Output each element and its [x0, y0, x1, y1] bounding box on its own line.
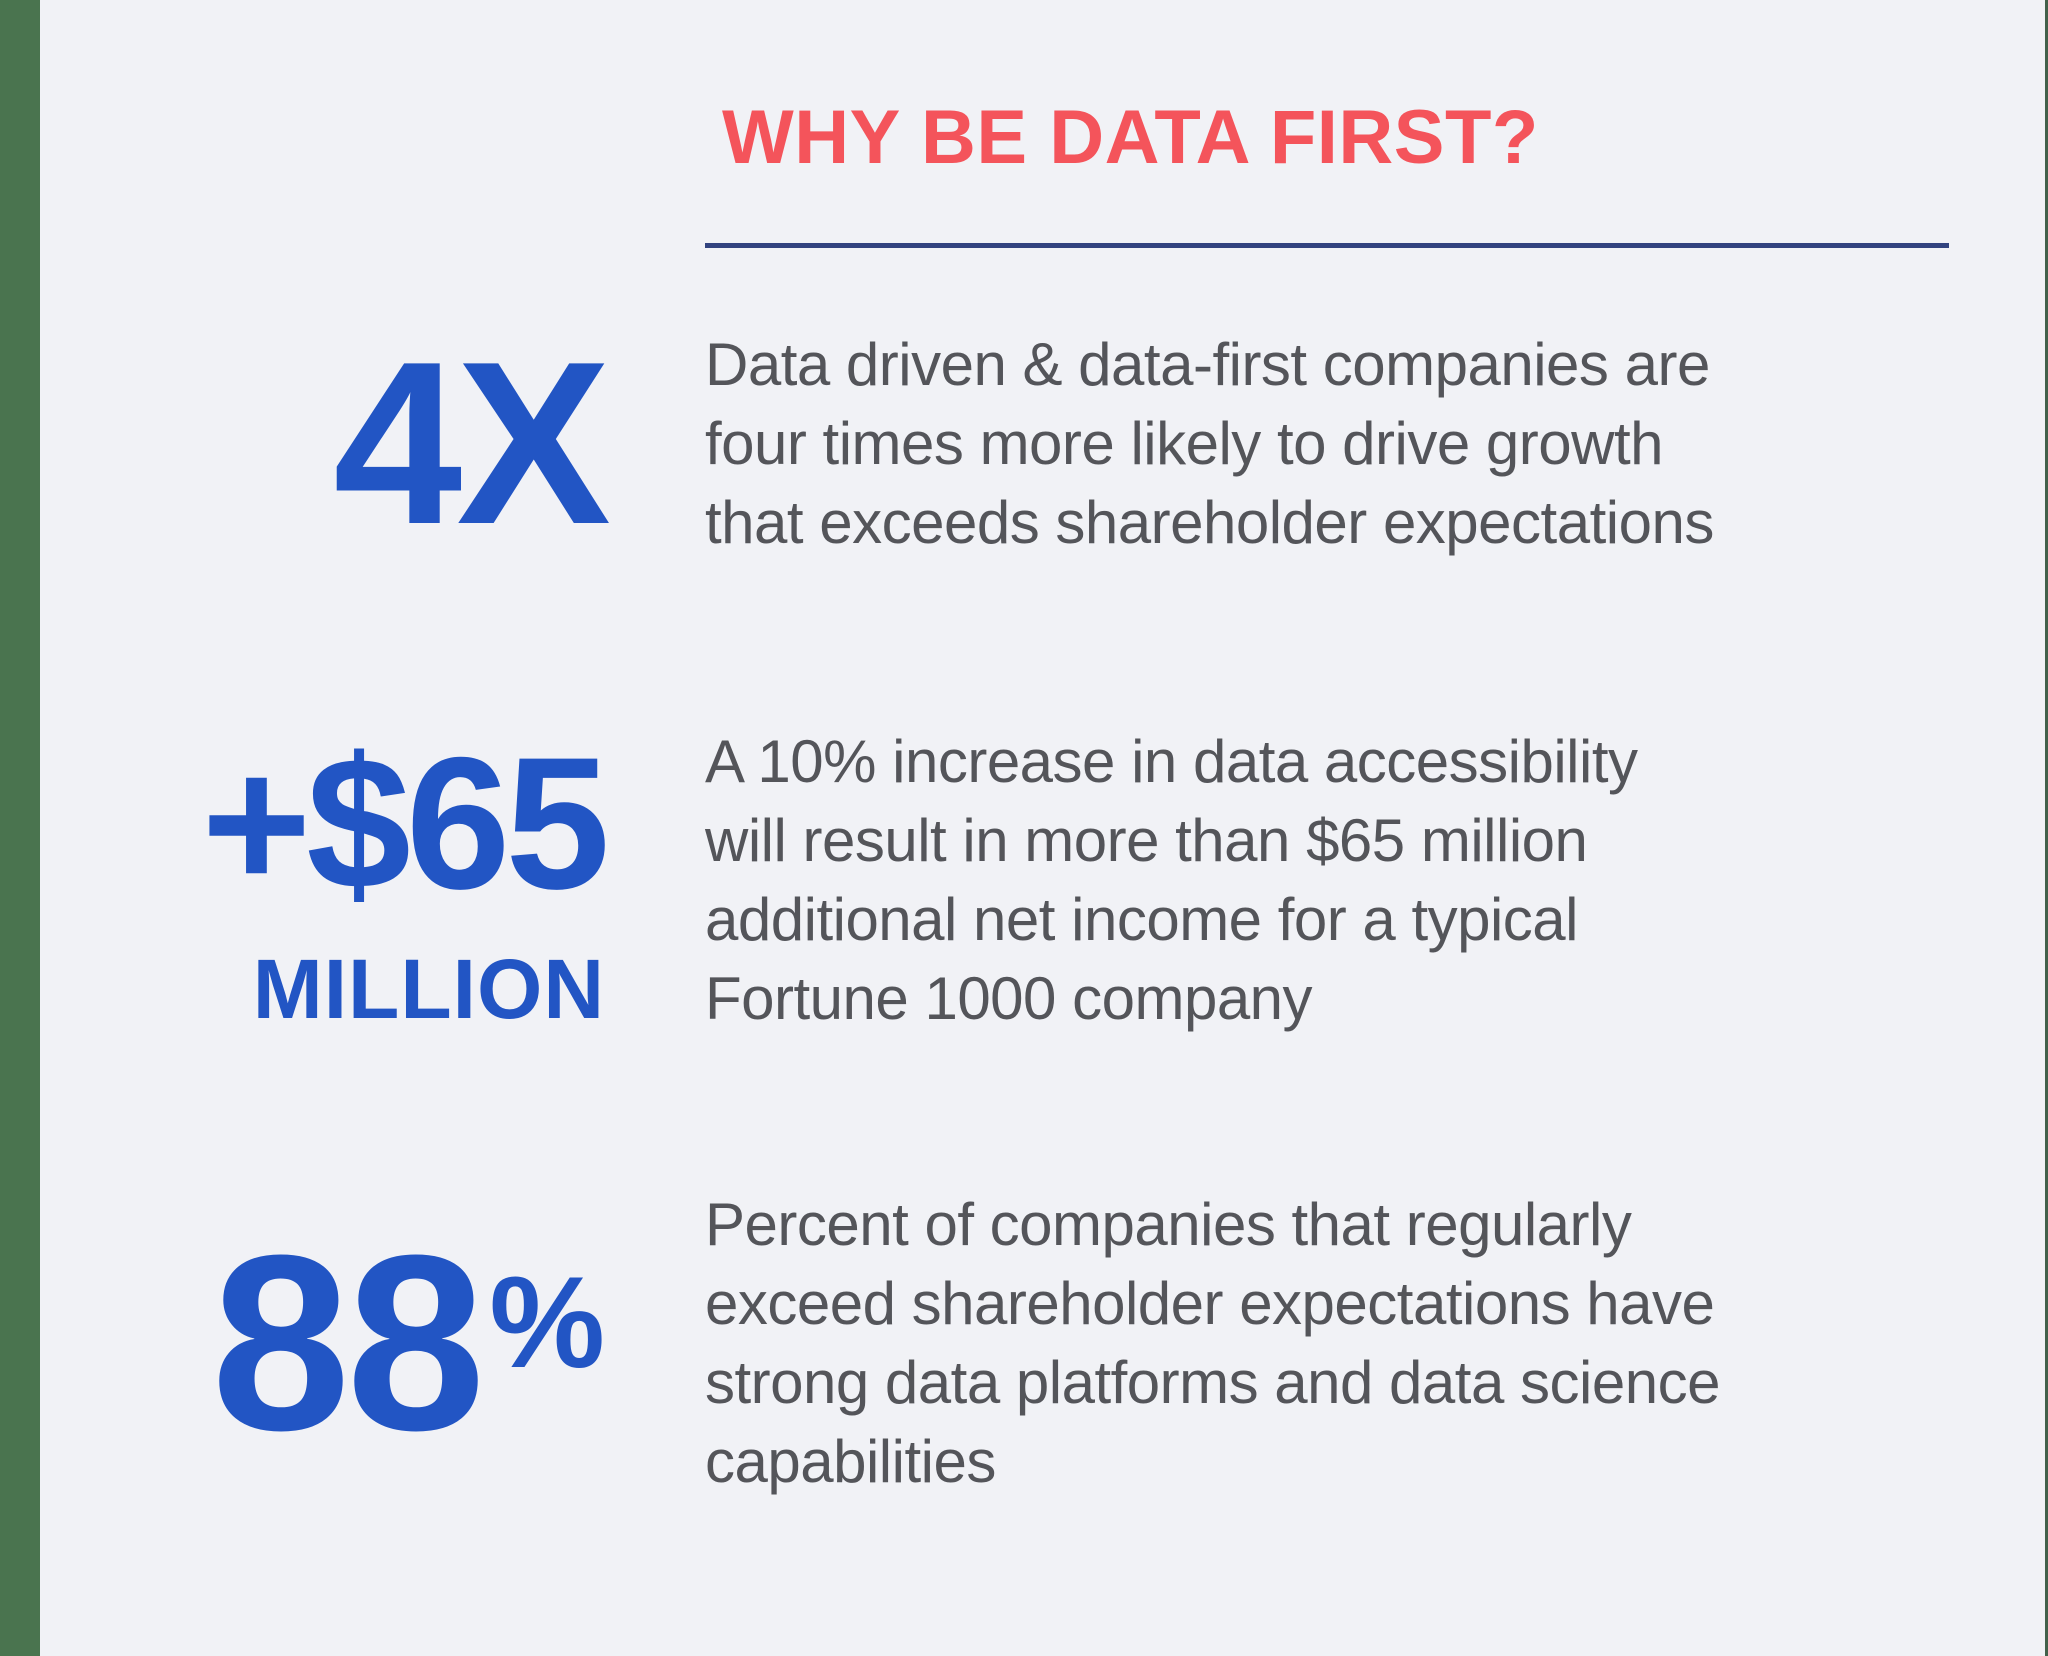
stat-column-88-percent: 88% [40, 1218, 605, 1468]
stat-description-line: A 10% increase in data accessibility [705, 728, 1638, 795]
stat-description-line: Fortune 1000 company [705, 965, 1313, 1032]
page-title: WHY BE DATA FIRST? [722, 95, 1539, 180]
right-accent-border [2045, 0, 2048, 1656]
stat-column-4x: 4X [40, 313, 611, 573]
stat-description-88-percent: Percent of companies that regularly exce… [705, 1185, 1720, 1501]
stat-description-line: additional net income for a typical [705, 886, 1579, 953]
stat-value-4x: 4X [333, 313, 611, 573]
stat-description-line: Data driven & data-first companies are [705, 331, 1710, 398]
stat-value-65-million: +$65 [201, 718, 610, 928]
stat-row-4x: 4X Data driven & data-first companies ar… [40, 325, 2008, 562]
stat-value-88-percent: 88% [40, 1218, 605, 1468]
stat-unit-million-label: MILLION [252, 942, 605, 1036]
stat-row-65-million: +$65 MILLION A 10% increase in data acce… [40, 722, 2008, 1038]
left-accent-bar [0, 0, 40, 1656]
stat-description-line: capabilities [705, 1428, 996, 1495]
stat-description-line: Percent of companies that regularly [705, 1191, 1632, 1258]
stat-description-line: strong data platforms and data science [705, 1349, 1720, 1416]
stat-row-88-percent: 88% Percent of companies that regularly … [40, 1185, 2008, 1501]
stat-number-88: 88 [211, 1203, 485, 1482]
title-divider [705, 243, 1949, 248]
stat-description-line: will result in more than $65 million [705, 807, 1588, 874]
stat-description-line: four times more likely to drive growth [705, 410, 1663, 477]
stat-description-line: exceed shareholder expectations have [705, 1270, 1715, 1337]
stat-column-65-million: +$65 MILLION [40, 718, 610, 1036]
stat-description-line: that exceeds shareholder expectations [705, 489, 1714, 556]
stat-description-65-million: A 10% increase in data accessibility wil… [705, 722, 1638, 1038]
percent-sign: % [489, 1249, 605, 1395]
stat-description-4x: Data driven & data-first companies are f… [705, 325, 1714, 562]
